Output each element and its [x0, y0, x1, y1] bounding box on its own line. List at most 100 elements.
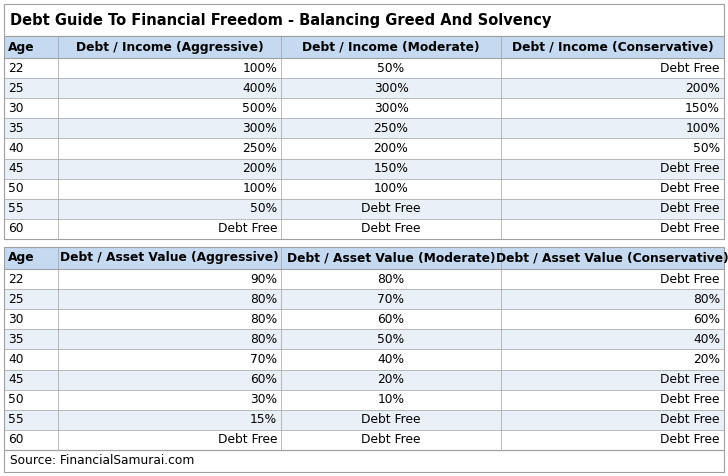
- Bar: [4, 58, 724, 78]
- Text: 100%: 100%: [242, 182, 277, 195]
- Text: 10%: 10%: [378, 393, 405, 406]
- Bar: [4, 369, 724, 390]
- Bar: [4, 199, 724, 219]
- Bar: [4, 309, 724, 329]
- Text: 60: 60: [8, 434, 23, 446]
- Text: 80%: 80%: [250, 293, 277, 306]
- Text: 200%: 200%: [242, 162, 277, 175]
- Text: 60%: 60%: [250, 373, 277, 386]
- Text: Debt / Income (Conservative): Debt / Income (Conservative): [512, 40, 713, 53]
- Text: 80%: 80%: [693, 293, 720, 306]
- Text: 400%: 400%: [242, 82, 277, 95]
- Text: Debt Free: Debt Free: [660, 393, 720, 406]
- Bar: [4, 36, 724, 239]
- Text: 90%: 90%: [250, 273, 277, 286]
- Text: 15%: 15%: [250, 413, 277, 426]
- Bar: [4, 349, 724, 369]
- Text: 100%: 100%: [685, 122, 720, 135]
- Text: Debt Free: Debt Free: [218, 434, 277, 446]
- Bar: [4, 219, 724, 239]
- Bar: [4, 178, 724, 199]
- Text: 55: 55: [8, 202, 24, 215]
- Text: Source: FinancialSamurai.com: Source: FinancialSamurai.com: [10, 455, 194, 467]
- Text: 40: 40: [8, 353, 23, 366]
- Text: 300%: 300%: [242, 122, 277, 135]
- Bar: [4, 269, 724, 289]
- Text: 22: 22: [8, 61, 23, 75]
- Text: 40: 40: [8, 142, 23, 155]
- Text: 250%: 250%: [242, 142, 277, 155]
- Bar: [4, 329, 724, 349]
- Bar: [4, 119, 724, 139]
- Bar: [4, 139, 724, 159]
- Bar: [4, 98, 724, 119]
- Text: 20%: 20%: [378, 373, 405, 386]
- Text: Debt Free: Debt Free: [660, 434, 720, 446]
- Text: 40%: 40%: [378, 353, 405, 366]
- Text: 300%: 300%: [373, 102, 408, 115]
- Text: 70%: 70%: [250, 353, 277, 366]
- Text: Debt Free: Debt Free: [218, 222, 277, 236]
- Text: 80%: 80%: [250, 333, 277, 346]
- Text: 150%: 150%: [685, 102, 720, 115]
- Text: Debt Guide To Financial Freedom - Balancing Greed And Solvency: Debt Guide To Financial Freedom - Balanc…: [10, 12, 551, 28]
- Bar: [4, 430, 724, 450]
- Text: 45: 45: [8, 373, 23, 386]
- Bar: [4, 4, 724, 36]
- Text: 150%: 150%: [373, 162, 408, 175]
- Bar: [4, 410, 724, 430]
- Text: Debt / Asset Value (Moderate): Debt / Asset Value (Moderate): [287, 251, 495, 265]
- Text: 35: 35: [8, 122, 23, 135]
- Text: Debt Free: Debt Free: [660, 162, 720, 175]
- Text: 30: 30: [8, 102, 23, 115]
- Text: 50: 50: [8, 182, 23, 195]
- Text: Debt / Income (Moderate): Debt / Income (Moderate): [302, 40, 480, 53]
- Bar: [4, 247, 724, 269]
- Text: 70%: 70%: [378, 293, 405, 306]
- Text: 250%: 250%: [373, 122, 408, 135]
- Text: Debt Free: Debt Free: [361, 413, 421, 426]
- Bar: [4, 78, 724, 98]
- Text: 50%: 50%: [377, 61, 405, 75]
- Text: 60%: 60%: [378, 313, 405, 326]
- Text: 55: 55: [8, 413, 24, 426]
- Text: Debt Free: Debt Free: [660, 373, 720, 386]
- Bar: [4, 289, 724, 309]
- Text: Debt / Income (Aggressive): Debt / Income (Aggressive): [76, 40, 264, 53]
- Text: Debt / Asset Value (Conservative): Debt / Asset Value (Conservative): [496, 251, 728, 265]
- Text: 500%: 500%: [242, 102, 277, 115]
- Text: 22: 22: [8, 273, 23, 286]
- Bar: [4, 36, 724, 58]
- Text: Debt Free: Debt Free: [361, 434, 421, 446]
- Text: 200%: 200%: [373, 142, 408, 155]
- Text: 50%: 50%: [377, 333, 405, 346]
- Text: 80%: 80%: [377, 273, 405, 286]
- Text: 80%: 80%: [250, 313, 277, 326]
- Text: Debt Free: Debt Free: [361, 202, 421, 215]
- Text: 100%: 100%: [373, 182, 408, 195]
- Text: 50: 50: [8, 393, 23, 406]
- Text: Age: Age: [8, 251, 35, 265]
- Text: 60%: 60%: [693, 313, 720, 326]
- Text: 100%: 100%: [242, 61, 277, 75]
- Text: Age: Age: [8, 40, 35, 53]
- Text: 50%: 50%: [693, 142, 720, 155]
- Text: 25: 25: [8, 293, 23, 306]
- Text: 40%: 40%: [693, 333, 720, 346]
- Bar: [4, 247, 724, 450]
- Text: Debt Free: Debt Free: [660, 273, 720, 286]
- Text: Debt Free: Debt Free: [361, 222, 421, 236]
- Text: 300%: 300%: [373, 82, 408, 95]
- Text: Debt / Asset Value (Aggressive): Debt / Asset Value (Aggressive): [60, 251, 279, 265]
- Text: 30: 30: [8, 313, 23, 326]
- Text: 35: 35: [8, 333, 23, 346]
- Bar: [4, 450, 724, 472]
- Text: 60: 60: [8, 222, 23, 236]
- Text: 30%: 30%: [250, 393, 277, 406]
- Text: 45: 45: [8, 162, 23, 175]
- Text: Debt Free: Debt Free: [660, 182, 720, 195]
- Text: 25: 25: [8, 82, 23, 95]
- Bar: [4, 159, 724, 178]
- Text: 200%: 200%: [685, 82, 720, 95]
- Text: Debt Free: Debt Free: [660, 413, 720, 426]
